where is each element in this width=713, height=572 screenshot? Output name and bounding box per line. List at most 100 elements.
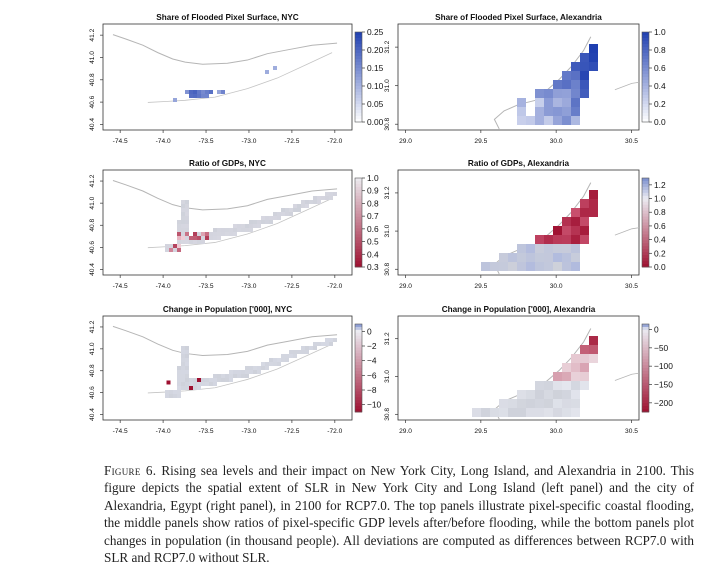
coastline-path [614,372,640,381]
map-cell [185,212,189,216]
map-cell [185,362,189,366]
x-tick-label: 29.0 [399,428,412,435]
map-cell [544,107,553,116]
map-cell [197,240,201,244]
map-cell [221,374,225,378]
map-cell [526,399,535,408]
map-cell [535,89,544,98]
map-cell [535,262,544,271]
panel-3: Ratio of GDPs, NYC -74.5 -74.0 -73.5 -73.0 -7… [89,159,379,290]
colorbar-cell [642,47,649,51]
coastline-path [614,227,640,236]
map-cell [329,342,333,346]
map-cell [580,208,589,217]
colorbar-tick-label: 0.6 [654,221,666,231]
map-cell [173,394,177,398]
y-tick-label: 40.6 [89,241,96,254]
map-cell [185,378,189,382]
map-cell [213,232,217,236]
map-cell [571,235,580,244]
x-tick-label: -74.0 [156,428,171,435]
map-cell [269,358,273,362]
map-cell [181,374,185,378]
map-cell [325,192,329,196]
map-cell [169,244,173,248]
map-cell [233,374,237,378]
colorbar-cell [355,77,362,81]
map-cell [321,196,325,200]
x-tick-label: -72.0 [327,428,342,435]
map-cell [249,220,253,224]
coastline-path [112,34,338,65]
colorbar-cell [355,252,362,256]
y-tick-label: 31.2 [384,332,391,345]
colorbar-cell [355,365,362,369]
x-tick-label: -74.5 [113,138,128,145]
colorbar-cell [642,113,649,117]
panel-5: Change in Population ['000], NYC -74.5 -74… [89,305,382,435]
colorbar-cell [355,62,362,66]
colorbar-cell [642,249,649,253]
colorbar-cell [642,391,649,395]
map-cell [245,224,249,228]
map-cell [205,236,209,240]
colorbar-cell [355,32,362,36]
map-cell [193,386,197,390]
map-cell [209,378,213,382]
map-cell [185,386,189,390]
colorbar-cell [355,391,362,395]
colorbar-cell [355,225,362,229]
colorbar-tick-label: 0.0 [654,262,666,272]
map-cell [535,244,544,253]
map-cell [289,208,293,212]
colorbar-cell [642,86,649,90]
colorbar-cell [355,204,362,209]
map-cell [181,362,185,366]
colorbar-cell [355,403,362,407]
map-cell [193,236,197,240]
map-cell [589,44,598,53]
colorbar-cell [642,385,649,389]
map-cell [580,53,589,62]
map-cell [173,244,177,248]
map-cell [325,338,329,342]
map-cell [205,232,209,236]
map-cell [189,378,193,382]
map-cell [177,394,181,398]
map-cell [209,236,213,240]
map-cell [490,262,499,271]
y-tick-label: 40.8 [89,73,96,86]
panel-title: Share of Flooded Pixel Surface, NYC [156,13,298,22]
map-cell [201,236,205,240]
map-cell [571,62,580,71]
colorbar-cell [642,373,649,378]
map-cell [309,200,313,204]
map-cell [553,253,562,262]
map-layer [481,182,640,275]
y-tick-label: 41.0 [89,51,96,64]
colorbar: 0.25 0.20 0.15 0.10 0.05 0.00 [354,27,384,127]
colorbar-tick-label: −4 [367,356,377,366]
colorbar-cell [355,41,362,45]
colorbar-cell [642,237,649,241]
map-cell [589,345,598,354]
map-cell [225,228,229,232]
colorbar-tick-label: 0.6 [367,224,379,234]
map-cell [289,350,293,354]
map-cell [165,390,169,394]
colorbar-cell [642,178,649,182]
map-cell [265,216,269,220]
map-cell [181,350,185,354]
map-cell [241,374,245,378]
map-cell [544,381,553,390]
map-cell [535,390,544,399]
map-cell [261,362,265,366]
x-tick-label: 29.5 [474,138,487,145]
map-cell [580,89,589,98]
colorbar-tick-label: 0.6 [654,63,666,73]
map-cell [165,244,169,248]
colorbar-frame [354,177,363,268]
map-cell [571,399,580,408]
map-cell [329,338,333,342]
colorbar-cell [642,35,649,39]
